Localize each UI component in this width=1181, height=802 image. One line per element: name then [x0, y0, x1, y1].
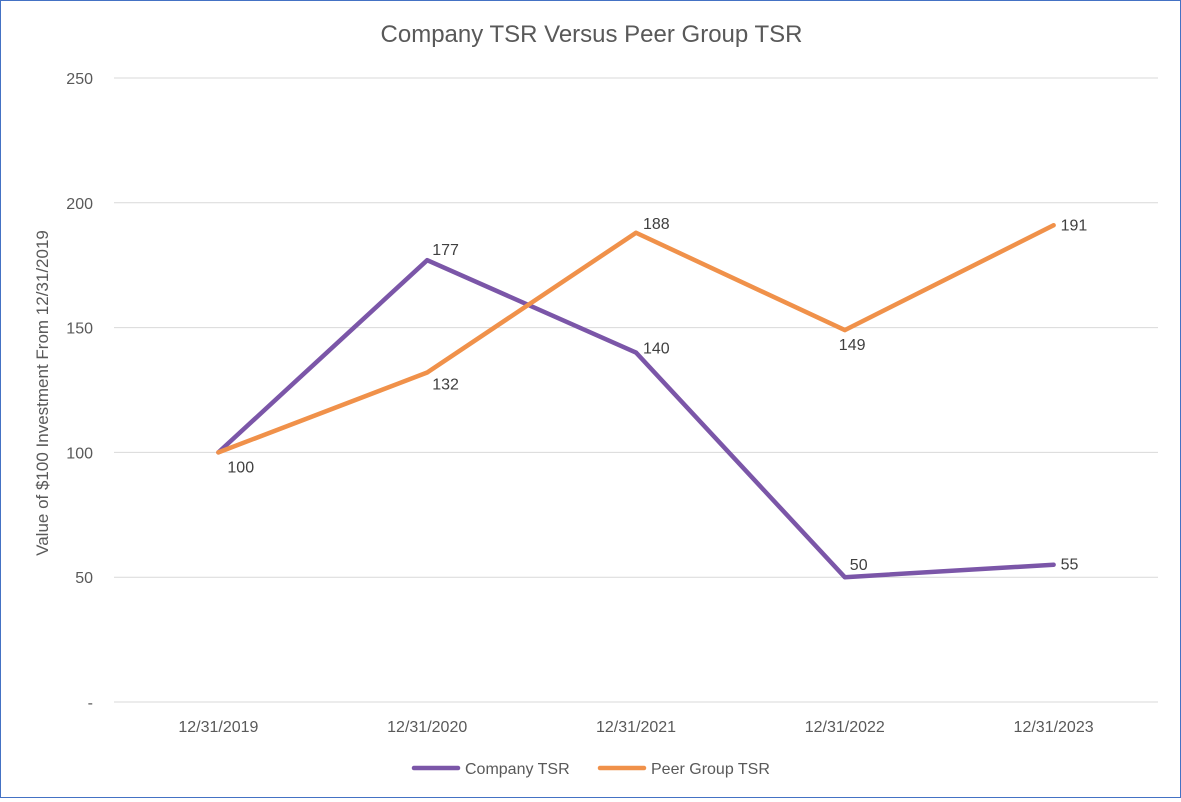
company-tsr-data-label: 50: [850, 557, 868, 574]
x-tick-label: 12/31/2019: [178, 719, 258, 736]
x-tick-label: 12/31/2023: [1014, 719, 1094, 736]
company-tsr-data-label: 55: [1061, 557, 1079, 574]
peer-group-tsr-point: [842, 328, 847, 333]
company-tsr-point: [425, 258, 430, 263]
peer-group-tsr-point: [1051, 223, 1056, 228]
peer-group-tsr-point: [425, 370, 430, 375]
legend-label-peer-group-tsr: Peer Group TSR: [651, 761, 770, 778]
company-tsr-point: [1051, 562, 1056, 567]
legend-label-company-tsr: Company TSR: [465, 761, 570, 778]
y-tick-label: 150: [66, 321, 93, 338]
y-tick-label: 50: [75, 570, 93, 587]
company-tsr-point: [842, 575, 847, 580]
chart-title: Company TSR Versus Peer Group TSR: [380, 21, 803, 48]
y-tick-label: -: [88, 695, 93, 712]
y-axis-title: Value of $100 Investment From 12/31/2019: [33, 230, 52, 556]
peer-group-tsr-data-label: 191: [1061, 217, 1088, 234]
peer-group-tsr-data-label: 149: [839, 337, 866, 354]
peer-group-tsr-data-label: 132: [432, 377, 459, 394]
peer-group-tsr-data-label: 188: [643, 216, 670, 233]
peer-group-tsr-point: [634, 230, 638, 235]
x-tick-label: 12/31/2020: [387, 719, 467, 736]
peer-group-tsr-data-label: 100: [227, 459, 254, 476]
x-tick-label: 12/31/2022: [805, 719, 885, 736]
company-tsr-data-label: 177: [432, 242, 459, 259]
y-tick-label: 100: [66, 445, 93, 462]
y-tick-label: 200: [66, 196, 93, 213]
company-tsr-line: [216, 257, 1056, 580]
peer-group-tsr-point: [216, 450, 221, 455]
x-tick-label: 12/31/2021: [596, 719, 676, 736]
y-tick-label: 250: [66, 71, 93, 88]
company-tsr-data-label: 140: [643, 341, 670, 358]
company-tsr-point: [634, 350, 638, 355]
